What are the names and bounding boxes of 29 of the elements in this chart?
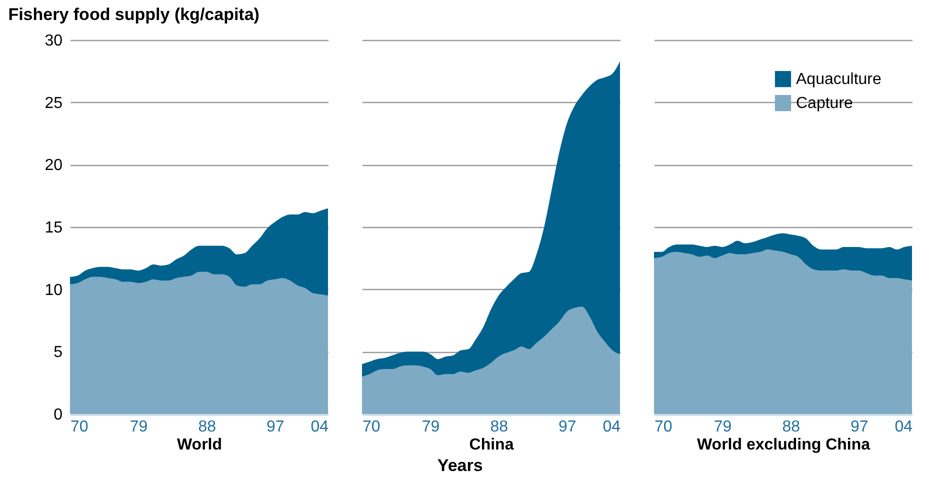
- legend-label: Aquaculture: [796, 71, 882, 88]
- x-tick-label: 79: [422, 418, 440, 436]
- chart-title: Fishery food supply (kg/capita): [8, 5, 260, 24]
- x-axis-title: World: [176, 436, 222, 454]
- x-tick-label: 70: [362, 418, 380, 436]
- y-tick-label: 30: [44, 32, 63, 50]
- x-tick-label: 79: [714, 418, 732, 436]
- y-tick-label: 20: [44, 157, 63, 174]
- x-tick-label: 88: [490, 418, 508, 436]
- y-tick-label: 25: [44, 94, 63, 112]
- y-tick-label: 15: [44, 220, 63, 236]
- x-tick-label: 79: [130, 418, 148, 436]
- x-tick-label: 97: [850, 418, 868, 436]
- y-tick-label: 0: [54, 406, 63, 424]
- x-tick-label: 97: [558, 418, 576, 436]
- legend-label: Capture: [796, 95, 854, 112]
- x-tick-label: 04: [894, 418, 913, 436]
- x-tick-label: 88: [198, 418, 216, 436]
- y-tick-label: 10: [44, 282, 63, 299]
- y-tick-label: 5: [54, 344, 63, 362]
- x-axis-title: World excluding China: [696, 436, 870, 454]
- x-tick-label: 04: [310, 418, 329, 436]
- x-tick-label: 70: [70, 418, 88, 436]
- x-tick-label: 97: [266, 418, 284, 436]
- x-tick-label: 04: [602, 418, 621, 436]
- x-axis-title: China: [469, 436, 514, 454]
- x-tick-label: 70: [654, 418, 672, 436]
- text: Years: [437, 456, 483, 475]
- x-tick-label: 88: [782, 418, 800, 436]
